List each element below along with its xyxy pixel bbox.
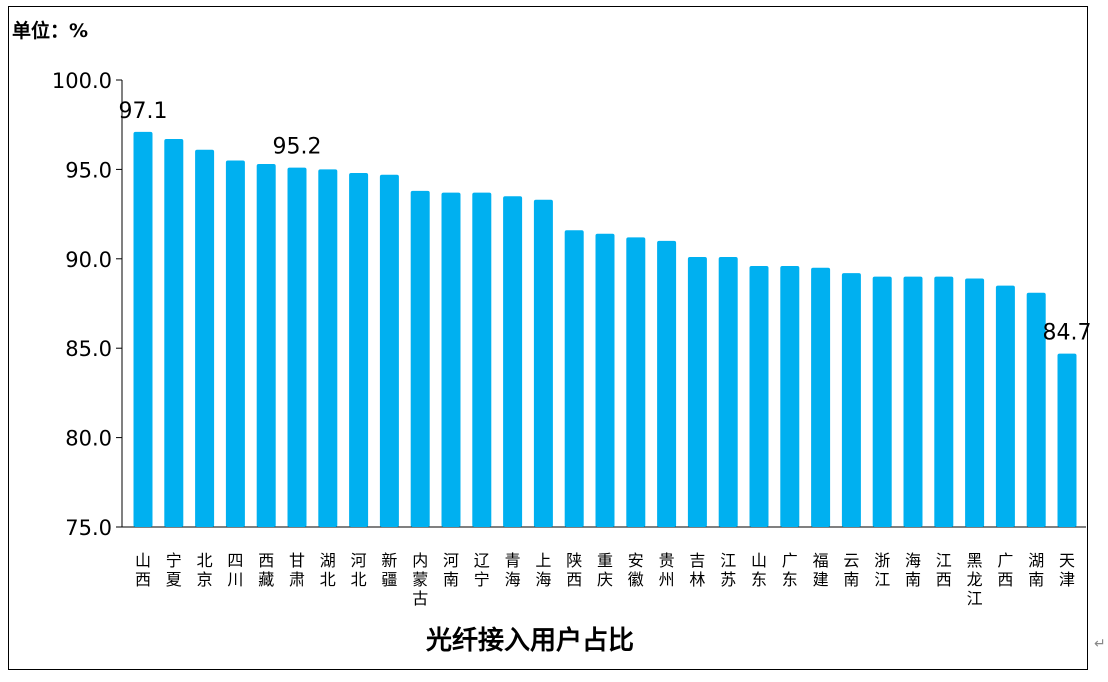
x-category-label: 湖北 <box>320 551 336 589</box>
x-category-label: 江西 <box>936 551 952 589</box>
x-category-label: 重庆 <box>597 551 613 589</box>
data-label: 97.1 <box>119 99 168 124</box>
y-tick-label: 85.0 <box>65 337 112 361</box>
bar <box>379 174 399 528</box>
bars <box>133 131 1077 528</box>
bar <box>626 237 646 527</box>
y-tick-label: 80.0 <box>65 427 112 451</box>
chart-frame <box>8 6 1088 670</box>
x-category-label: 北京 <box>197 551 213 589</box>
x-category-label: 新疆 <box>381 551 397 589</box>
x-category-label: 吉林 <box>689 551 705 589</box>
x-category-label: 山西 <box>135 551 151 589</box>
x-category-label: 天津 <box>1059 551 1075 589</box>
data-label: 95.2 <box>273 135 322 160</box>
bar <box>533 199 553 527</box>
x-category-label: 广西 <box>997 551 1013 589</box>
x-category-label: 安徽 <box>628 551 644 589</box>
y-tick-label: 75.0 <box>65 516 112 540</box>
bar <box>503 196 523 527</box>
x-category-label: 青海 <box>505 551 521 589</box>
bar <box>841 273 861 527</box>
bar <box>472 192 492 528</box>
x-category-label: 福建 <box>813 551 829 589</box>
bar <box>133 131 153 528</box>
x-category-label: 云南 <box>843 551 859 589</box>
bar <box>287 167 307 527</box>
x-category-label: 内蒙古 <box>412 551 428 608</box>
x-category-label: 西藏 <box>258 551 274 589</box>
y-tick-label: 100.0 <box>52 69 112 93</box>
x-category-label: 贵州 <box>659 551 675 589</box>
bar <box>410 190 430 527</box>
bar <box>441 192 461 528</box>
bar <box>780 265 800 527</box>
x-axis-labels: 山西宁夏北京四川西藏甘肃湖北河北新疆内蒙古河南辽宁青海上海陕西重庆安徽贵州吉林江… <box>135 551 1075 608</box>
bar <box>1057 353 1077 527</box>
bar <box>256 164 276 527</box>
bar <box>564 230 584 527</box>
x-category-label: 浙江 <box>874 551 890 589</box>
x-category-label: 上海 <box>535 551 551 589</box>
x-category-label: 河南 <box>443 551 459 589</box>
bar <box>811 267 831 527</box>
x-category-label: 宁夏 <box>166 551 182 589</box>
x-category-label: 广东 <box>782 551 798 589</box>
bar <box>195 149 215 527</box>
bar <box>934 276 954 527</box>
bar <box>225 160 245 527</box>
bar <box>718 257 738 527</box>
y-tick-label: 90.0 <box>65 248 112 272</box>
bar <box>657 240 677 528</box>
data-labels: 97.1 95.2 84.7 <box>119 99 1092 346</box>
return-mark: ↵ <box>1094 636 1106 652</box>
x-category-label: 山东 <box>751 551 767 589</box>
bar <box>318 169 338 527</box>
x-category-label: 江苏 <box>720 551 736 589</box>
unit-label: 单位：% <box>12 20 89 42</box>
y-tick-label: 95.0 <box>65 158 112 182</box>
bar <box>164 139 184 527</box>
x-category-label: 辽宁 <box>474 551 490 589</box>
bar <box>1026 292 1046 527</box>
x-category-label: 湖南 <box>1028 551 1044 589</box>
bar <box>965 278 985 527</box>
bar <box>749 265 769 527</box>
x-category-label: 海南 <box>905 551 921 589</box>
bar <box>903 276 923 527</box>
bar <box>995 285 1015 527</box>
chart-title: 光纤接入用户占比 <box>425 626 634 656</box>
x-category-label: 甘肃 <box>289 551 305 589</box>
bar <box>595 233 615 527</box>
x-category-label: 河北 <box>351 551 367 589</box>
x-category-label: 陕西 <box>566 551 582 589</box>
data-label: 84.7 <box>1043 321 1092 346</box>
bar <box>687 257 707 527</box>
x-category-label: 黑龙江 <box>967 551 983 608</box>
bar <box>349 172 369 527</box>
bar <box>872 276 892 527</box>
x-category-label: 四川 <box>227 551 243 589</box>
